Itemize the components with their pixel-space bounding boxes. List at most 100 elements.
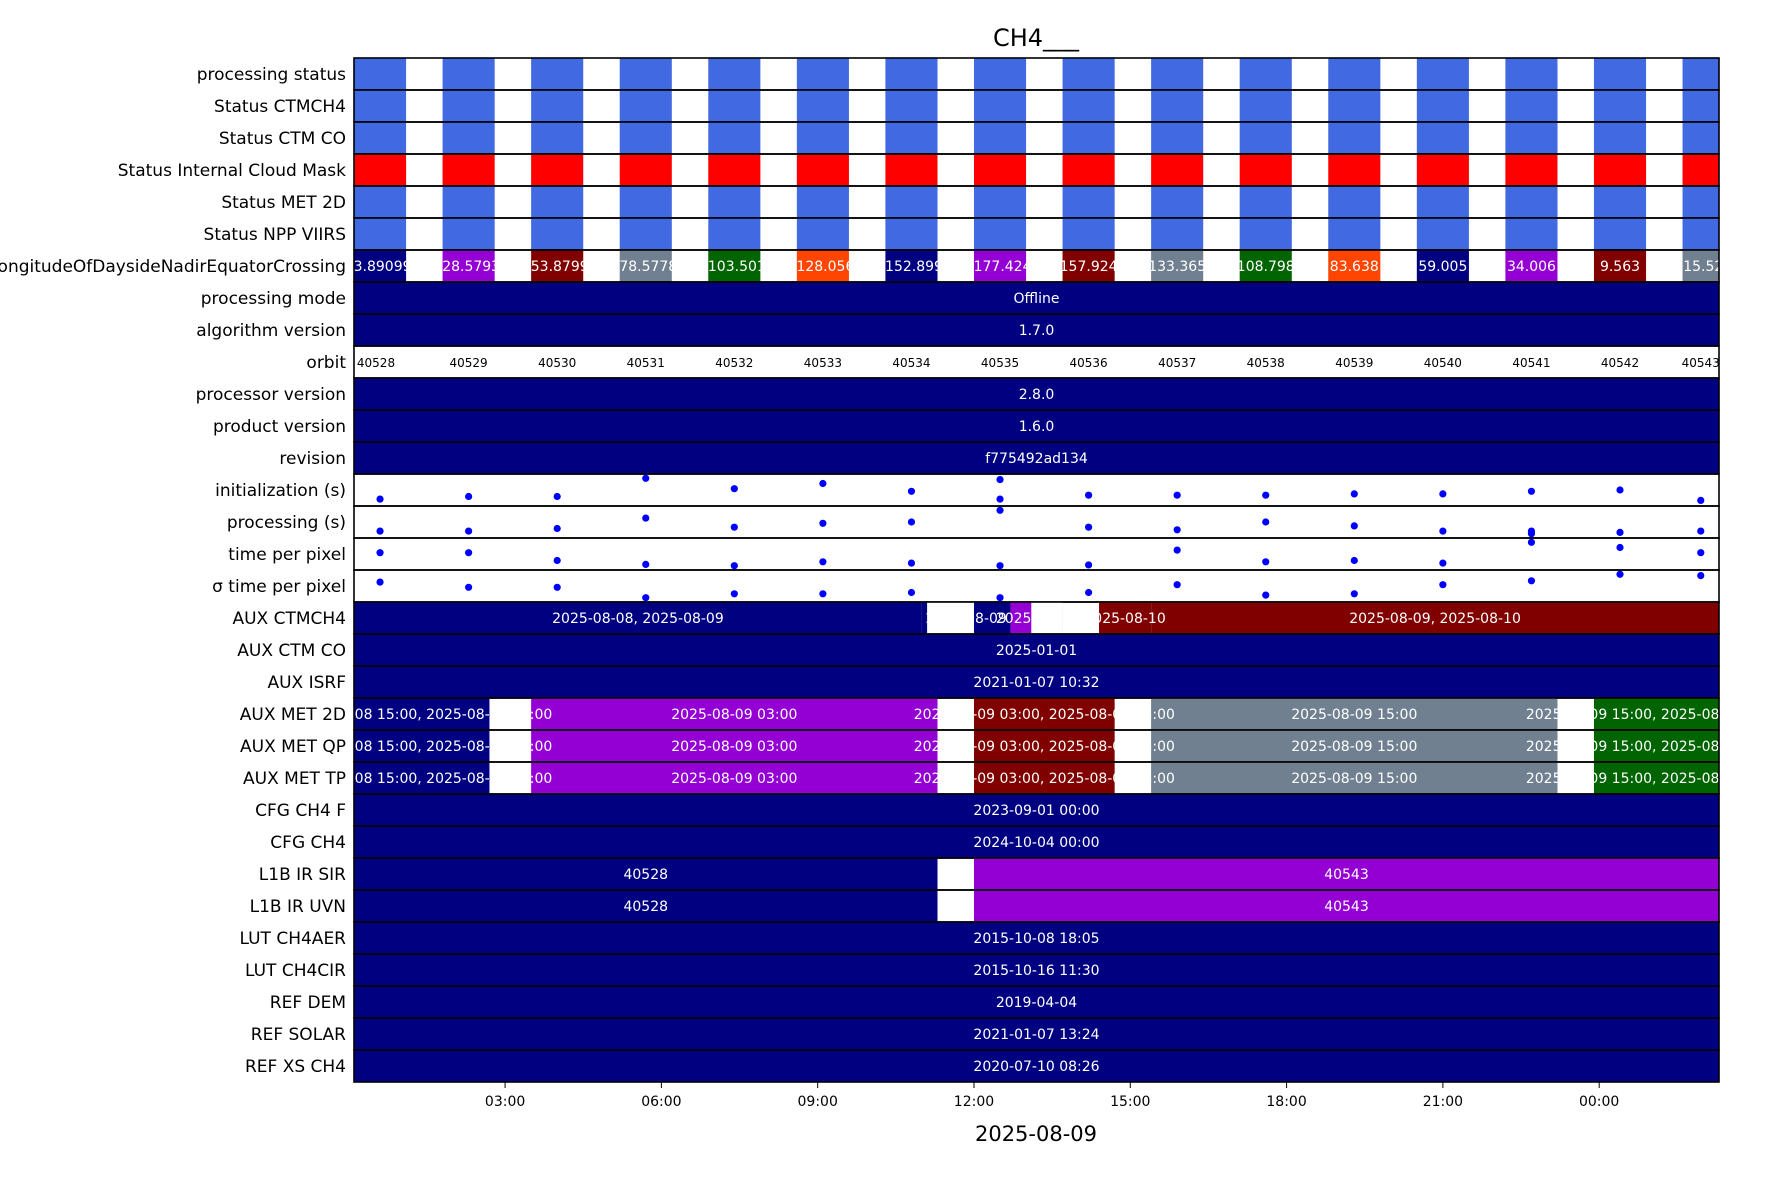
status-cell [1416,218,1469,250]
scatter-point [1527,577,1536,585]
status-cell [1505,122,1558,154]
segment-label: 40543 [1324,867,1369,883]
equator-crossing-label: 9.563 [1600,259,1640,275]
scatter-point [1697,496,1705,504]
row-label: CFG CH4 F [255,801,346,821]
status-cell [1416,122,1469,154]
orbit-number: 40531 [627,356,665,370]
row-label: time per pixel [228,545,346,565]
row-13 [353,473,1720,507]
scatter-point [1616,543,1624,552]
equator-crossing-label: 34.006 [1507,259,1556,275]
status-cell [973,122,1027,154]
equator-crossing-label: -53.8799 [526,259,589,275]
status-cell [1593,218,1647,250]
segment-label: 2025-08-08 15:00, 2025-08-09 03:00 [291,771,552,787]
segment-label: 2025-08-08 15:00, 2025-08-09 03:00 [291,707,552,723]
status-cell [1062,218,1115,250]
row-2 [353,121,1720,155]
status-cell [619,218,672,250]
scatter-point [819,558,827,566]
status-cell [796,186,849,218]
equator-crossing-label: -177.424 [969,259,1032,275]
scatter-point [996,506,1004,514]
bar-label: f775492ad134 [985,451,1088,467]
equator-crossing-label: 83.638 [1330,259,1379,275]
row-label: L1B IR SIR [259,865,346,885]
scatter-point [1262,491,1270,499]
status-cell [1593,90,1647,122]
full-bar [354,826,1719,858]
status-cell [1328,154,1381,186]
x-axis: 03:00 06:00 09:00 12:00 15:00 18:00 21:00 00:00 [485,1082,1619,1110]
row-15 [353,537,1720,571]
status-cell [619,186,672,218]
segment-label: 2025-08-09 03:00, 2025-08-09 15:00 [914,771,1175,787]
orbit-number: 40533 [804,356,842,370]
scatter-point [996,594,1004,602]
row-labels: processing status Status CTMCH4 Status CTM… [0,65,346,1077]
status-cell [619,90,672,122]
bar-label: Offline [1014,291,1060,307]
status-cell [1416,186,1469,218]
status-cell [442,186,495,218]
status-cell [1239,154,1292,186]
scatter-point [819,590,827,598]
segment-label: 2025-08-09 [996,611,1077,627]
full-bar [354,986,1719,1018]
row-label: Status CTM CO [219,129,346,149]
status-cell [1682,186,1719,218]
scatter-point [1527,538,1536,546]
chart-title: CH4___ [993,24,1080,52]
segment-bar [1593,698,1719,730]
status-cell [619,154,672,186]
status-cell [1416,154,1469,186]
row-label: AUX CTM CO [237,641,346,661]
status-cell [885,218,938,250]
row-22: 2025-08-08 15:00, 2025-08-09 03:00 2025-0… [291,761,1720,795]
row-label: product version [213,417,346,437]
x-tick-label: 03:00 [485,1094,525,1110]
status-cell [1239,186,1292,218]
scatter-point [376,578,384,586]
scatter-point [376,549,384,557]
status-cell [531,218,584,250]
segment-label: 2025-08-08, 2025-08-09 [552,611,724,627]
orbit-number: 40541 [1512,356,1550,370]
status-cell [354,218,407,250]
row-label: Status MET 2D [221,193,346,213]
scatter-point [1084,523,1093,531]
status-cell [973,58,1027,90]
row-label: AUX ISRF [267,673,346,693]
status-cell [1151,58,1204,90]
gap [927,602,974,634]
status-cell [531,122,584,154]
row-label: processing status [197,65,346,85]
segment-bar [1593,730,1719,762]
segment-label: 2025-08-09 03:00 [671,771,797,787]
status-cell [1593,122,1647,154]
row-label: AUX MET QP [240,737,346,757]
orbit-number: 40538 [1247,356,1285,370]
scatter-point [1262,558,1270,566]
status-cell [1416,58,1469,90]
bar-label: 1.7.0 [1019,323,1055,339]
status-cell [796,58,849,90]
status-cell [1505,250,1558,282]
segment-bar [973,890,1719,922]
scatter-point [642,594,650,602]
row-16 [353,569,1720,603]
rows-layer: -3.89099 -28.5793 -53.8799 -78.5778 -103.501… [291,57,1720,1083]
status-cell [1328,122,1381,154]
status-cell [354,122,407,154]
row-label: initialization (s) [215,481,346,501]
orbit-number: 40536 [1070,356,1108,370]
scatter-point [553,492,561,501]
row-label: CFG CH4 [270,833,346,853]
row-8: 1.7.0 [353,313,1720,347]
x-axis-label: 2025-08-09 [975,1122,1097,1146]
status-cell [1416,90,1469,122]
orbit-number: 40535 [981,356,1019,370]
row-12: f775492ad134 [353,441,1720,475]
scatter-point [907,559,916,567]
